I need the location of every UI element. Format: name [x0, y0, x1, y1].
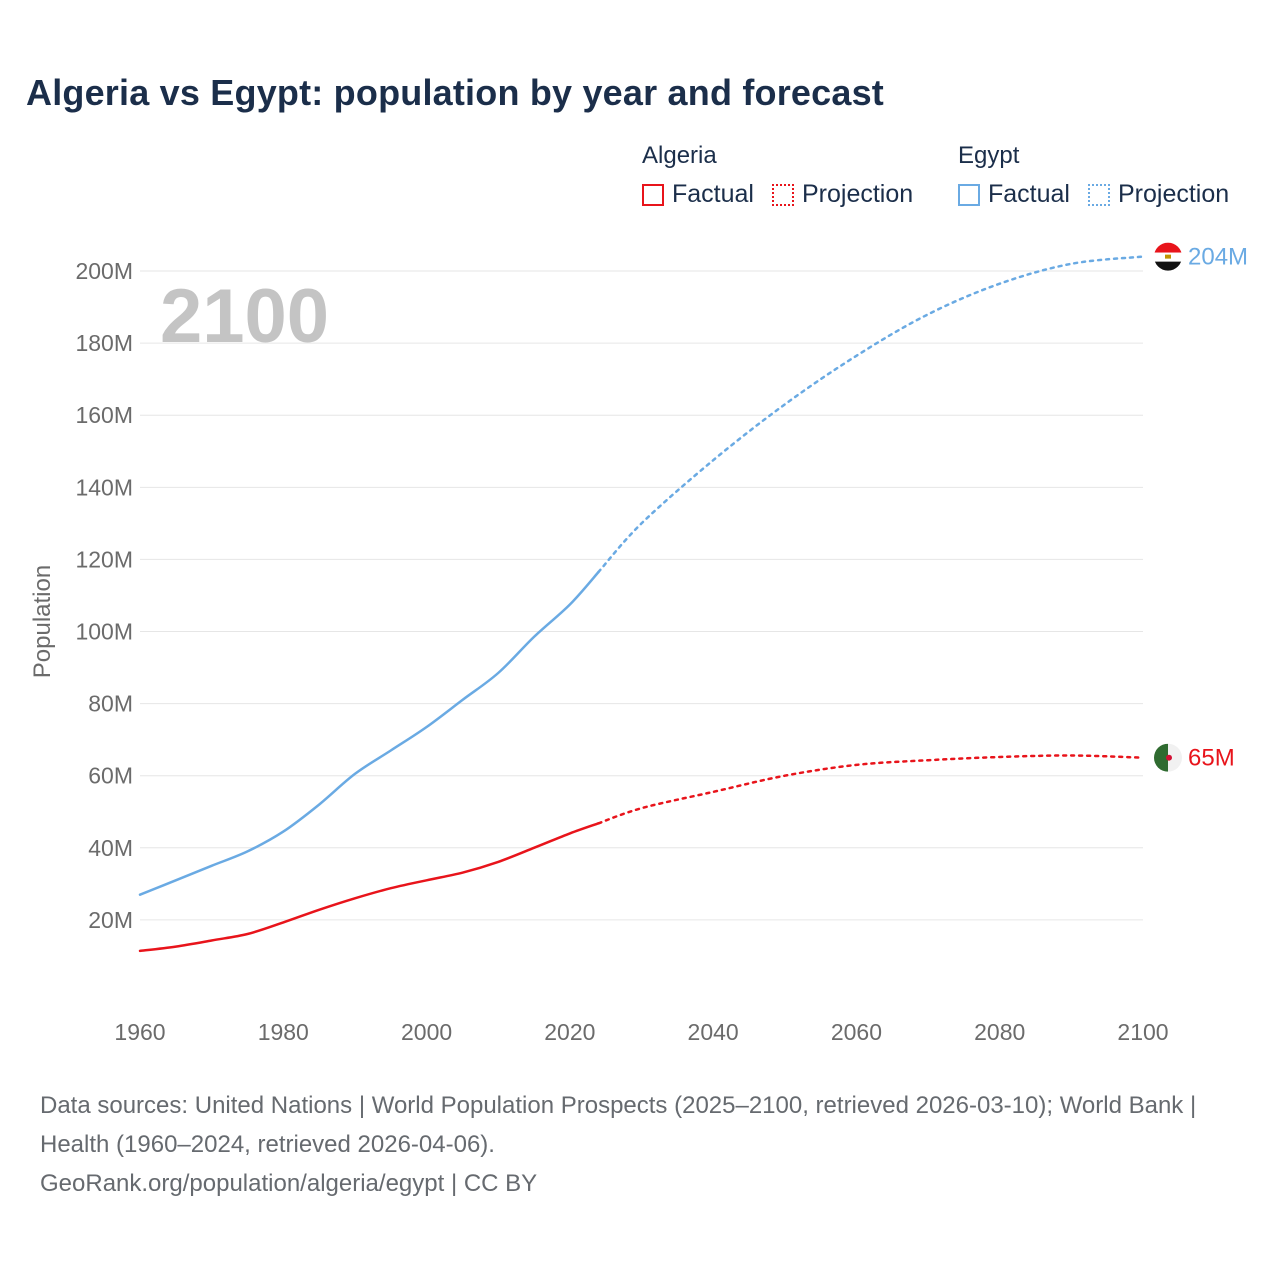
x-tick-label: 2100 — [1117, 1019, 1168, 1045]
x-tick-label: 2000 — [401, 1019, 452, 1045]
x-tick-label: 1960 — [114, 1019, 165, 1045]
legend-label: Projection — [801, 180, 914, 208]
egypt-flag-icon — [1154, 242, 1182, 271]
y-tick-label: 140M — [75, 474, 133, 500]
egypt-factual-line — [138, 570, 600, 896]
legend-group-title: Egypt — [958, 142, 1020, 169]
y-tick-label: 20M — [88, 907, 133, 933]
x-tick-label: 2060 — [831, 1019, 882, 1045]
y-tick-label: 80M — [88, 691, 133, 717]
y-tick-label: 40M — [88, 835, 133, 861]
legend-algeria-factual[interactable]: Factual — [642, 180, 754, 209]
legend-egypt-projection[interactable]: Projection — [1087, 180, 1230, 209]
year-label: 2100 — [160, 274, 329, 359]
y-tick-label: 60M — [88, 763, 133, 789]
credit-link[interactable]: GeoRank.org/population/algeria/egypt | C… — [40, 1170, 538, 1197]
legend-swatch-dotted — [1087, 183, 1110, 206]
footer: Data sources: United Nations | World Pop… — [40, 1086, 1240, 1203]
legend-swatch-solid — [958, 183, 980, 206]
y-tick-label: 120M — [75, 546, 133, 572]
legend-swatch-dotted — [771, 183, 794, 206]
legend-label: Factual — [672, 180, 754, 208]
legend-swatch-solid — [642, 183, 664, 206]
y-tick-label: 180M — [75, 330, 133, 356]
x-tick-label: 2020 — [544, 1019, 595, 1045]
legend-label: Projection — [1117, 180, 1230, 208]
data-sources: Data sources: United Nations | World Pop… — [40, 1092, 1197, 1158]
y-tick-label: 100M — [75, 619, 133, 645]
x-tick-label: 2080 — [974, 1019, 1025, 1045]
legend-label: Factual — [988, 180, 1070, 208]
y-tick-label: 160M — [75, 402, 133, 428]
egypt-projection-line — [597, 255, 1145, 574]
algeria-projection-line — [597, 754, 1145, 825]
chart-title: Algeria vs Egypt: population by year and… — [26, 72, 884, 113]
legend-group-title: Algeria — [642, 142, 717, 169]
y-tick-label: 200M — [75, 258, 133, 284]
line-chart: 20M 40M 60M 80M 100M 120M 140M 160M 180M 200M 1960… — [29, 242, 1248, 1045]
legend-egypt-factual[interactable]: Factual — [958, 180, 1070, 209]
legend-algeria-projection[interactable]: Projection — [771, 180, 914, 209]
x-tick-label: 1980 — [258, 1019, 309, 1045]
algeria-factual-line — [138, 822, 600, 953]
legend-group-egypt: Egypt Factual Projection — [958, 142, 1229, 209]
egypt-end-label: 204M — [1188, 244, 1248, 271]
y-axis-label: Population — [29, 565, 56, 678]
x-tick-label: 2040 — [688, 1019, 739, 1045]
algeria-flag-icon — [1154, 743, 1182, 772]
algeria-end-label: 65M — [1188, 745, 1235, 772]
legend-group-algeria: Algeria Factual Projection — [642, 142, 913, 209]
